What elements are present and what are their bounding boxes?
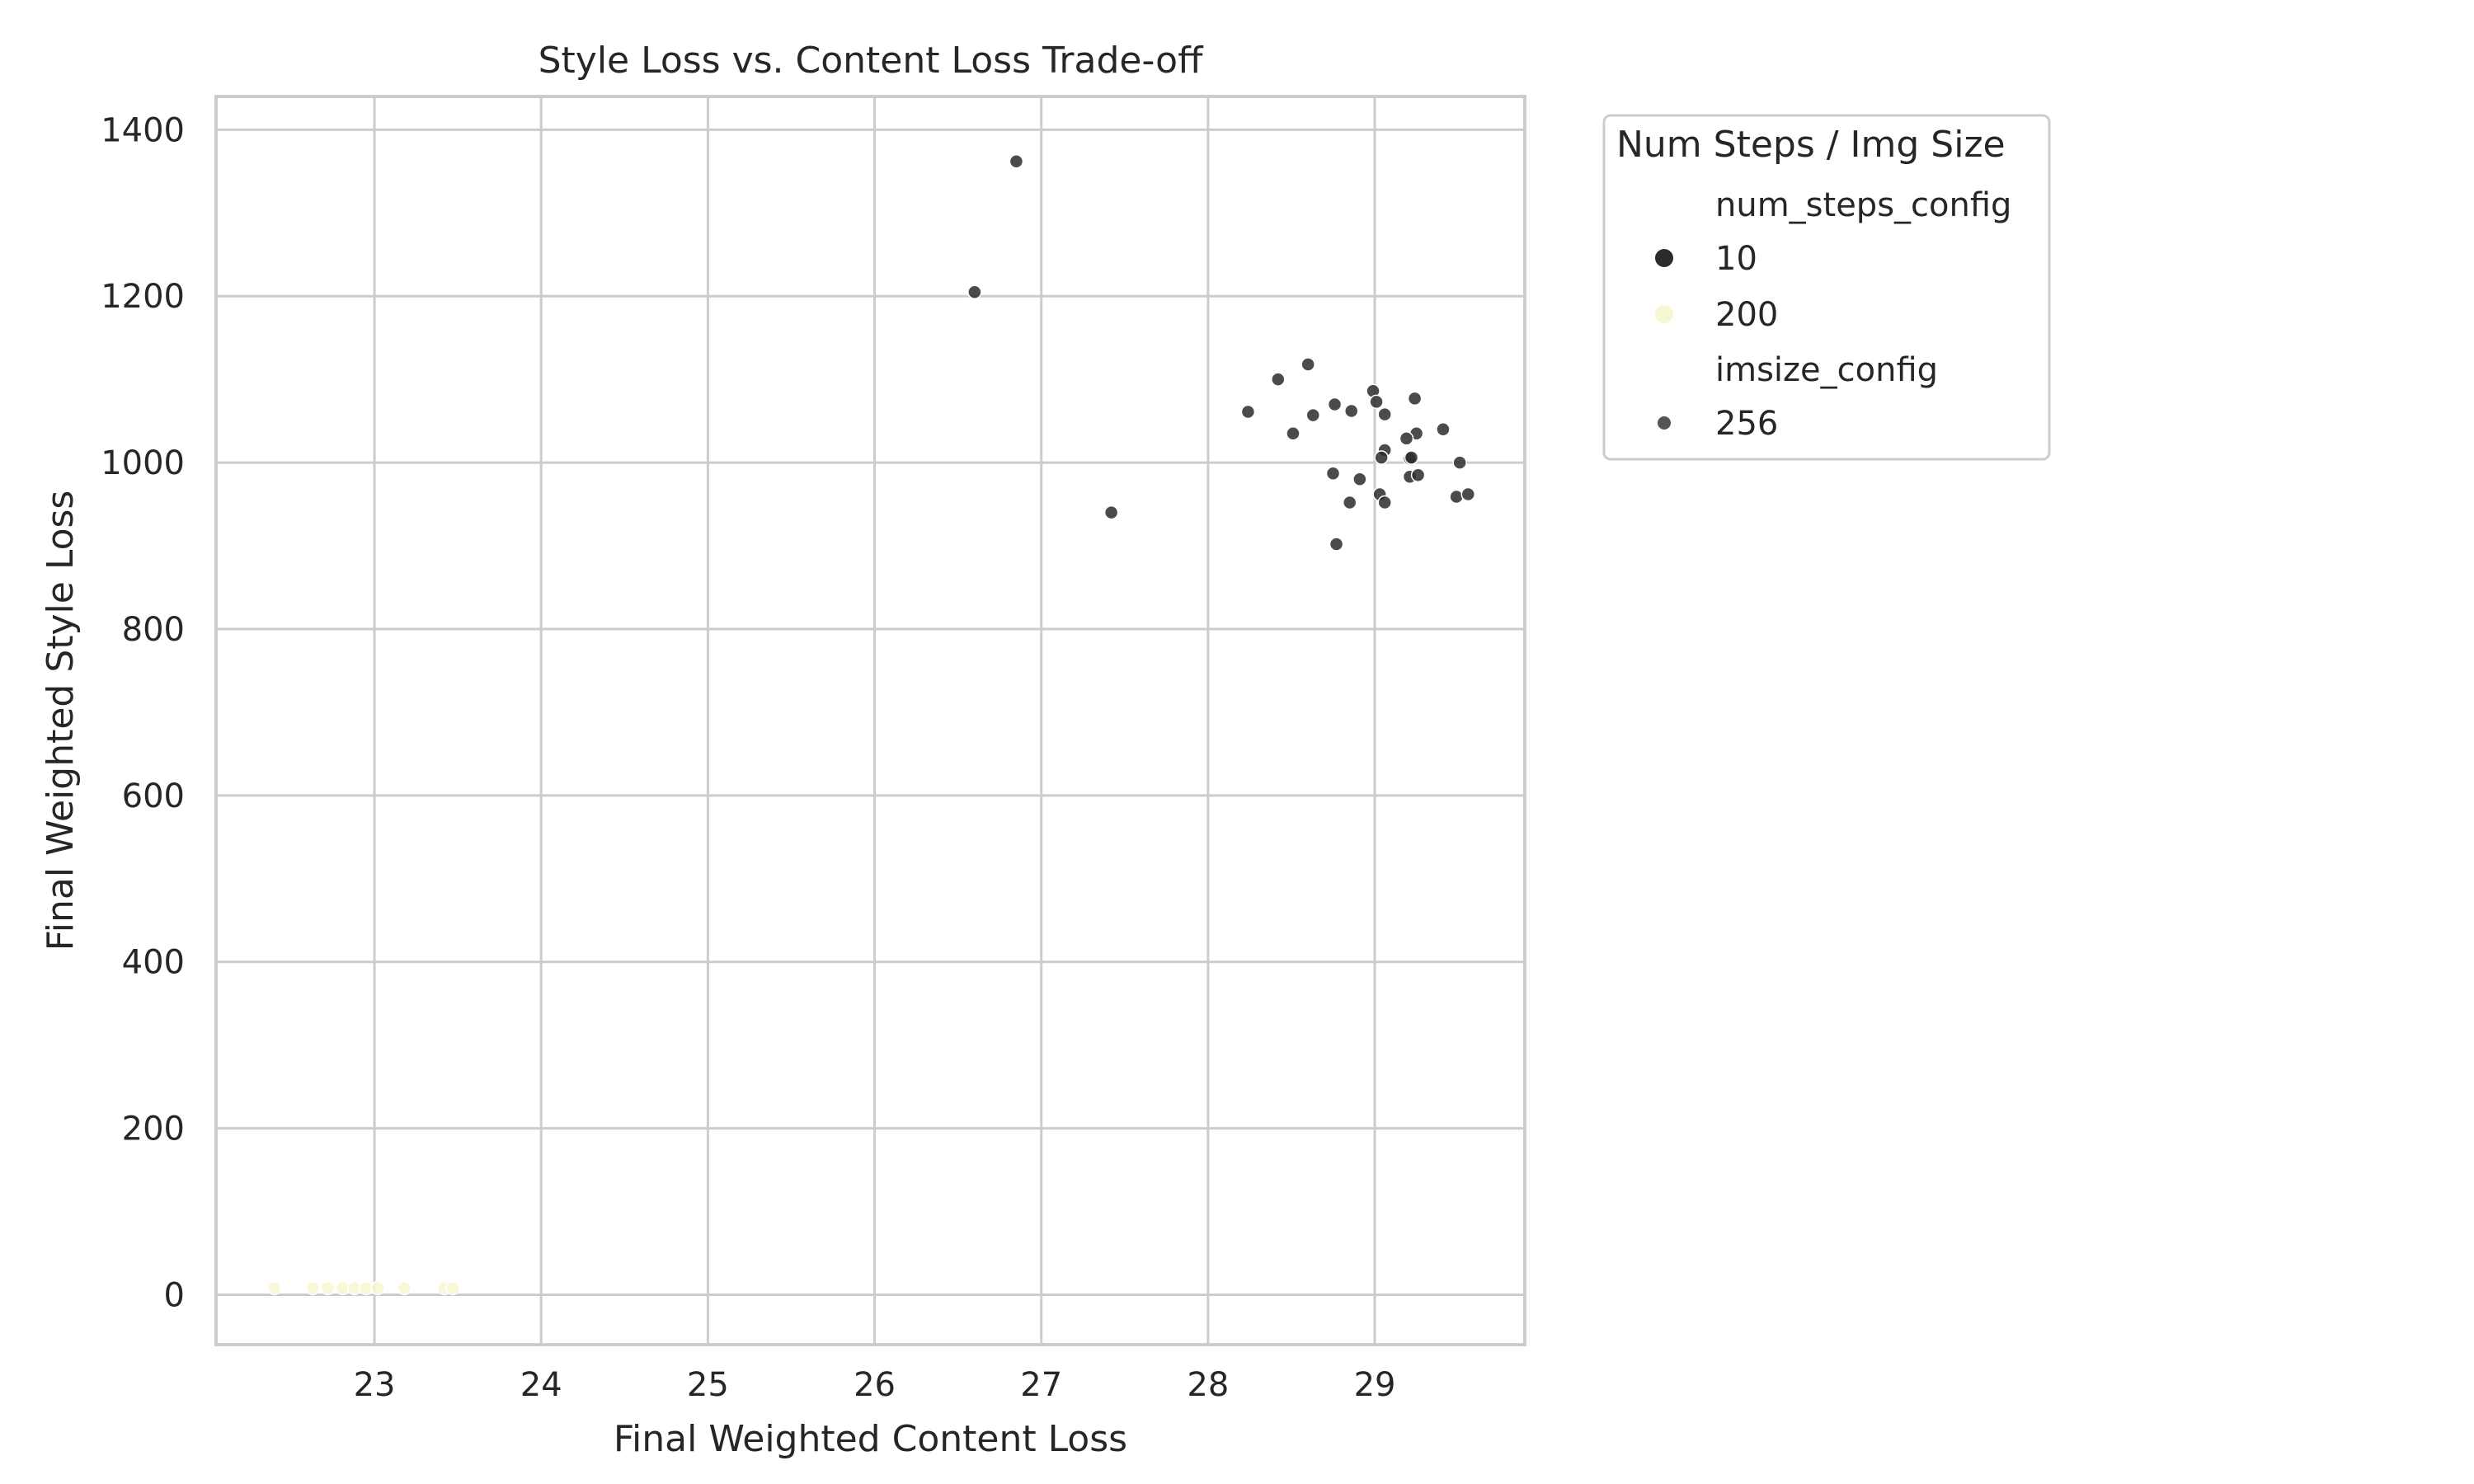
data-point-10	[1305, 407, 1320, 423]
data-point-200	[267, 1280, 282, 1296]
legend-marker-256	[1658, 416, 1671, 430]
data-point-10	[1404, 450, 1419, 465]
y-tick-label: 1200	[101, 278, 185, 316]
data-point-10	[967, 284, 982, 299]
x-tick-label: 27	[1020, 1366, 1062, 1404]
y-tick-label: 600	[122, 777, 185, 815]
data-point-200	[445, 1280, 460, 1296]
x-tick-label: 23	[354, 1366, 396, 1404]
tick-labels: 23 24 25 26 27 28 29 0 200 400 600 800 1000 1200 1400	[101, 111, 1395, 1404]
data-points	[267, 153, 1476, 1296]
data-point-10	[1410, 467, 1426, 482]
data-point-200	[320, 1280, 336, 1296]
y-tick-label: 400	[122, 944, 185, 982]
x-tick-label: 28	[1187, 1366, 1229, 1404]
legend-hue-title: num_steps_config	[1715, 186, 2011, 224]
data-point-10	[1342, 495, 1357, 510]
y-axis-label: Final Weighted Style Loss	[40, 491, 82, 951]
data-point-10	[1103, 505, 1119, 520]
y-tick-label: 1000	[101, 444, 185, 482]
data-point-10	[1436, 421, 1451, 437]
data-point-10	[1271, 372, 1286, 387]
data-point-200	[370, 1280, 385, 1296]
legend-label-256: 256	[1715, 405, 1778, 443]
data-point-10	[1377, 495, 1392, 510]
data-point-10	[1343, 403, 1359, 419]
grid	[216, 96, 1525, 1345]
x-tick-label: 24	[520, 1366, 562, 1404]
data-point-10	[1009, 153, 1024, 169]
y-tick-label: 800	[122, 611, 185, 649]
data-point-10	[1460, 486, 1476, 502]
y-tick-label: 1400	[101, 111, 185, 149]
data-point-200	[305, 1280, 321, 1296]
legend-marker-10	[1655, 249, 1673, 267]
x-axis-label: Final Weighted Content Loss	[614, 1418, 1127, 1460]
data-point-10	[1377, 406, 1392, 422]
plot-frame	[214, 95, 1526, 1346]
x-tick-label: 26	[854, 1366, 896, 1404]
data-point-10	[1452, 455, 1467, 470]
legend-box	[1602, 114, 2051, 461]
data-point-10	[1325, 466, 1341, 481]
data-point-10	[1407, 391, 1423, 406]
legend-marker-200	[1655, 305, 1673, 323]
data-point-10	[1399, 431, 1414, 446]
x-tick-label: 29	[1354, 1366, 1396, 1404]
data-point-10	[1286, 426, 1300, 441]
y-tick-label: 0	[164, 1276, 185, 1314]
legend-title: Num Steps / Img Size	[1616, 124, 2006, 166]
legend: Num Steps / Img Size num_steps_config 10…	[1602, 114, 2051, 461]
data-point-10	[1449, 489, 1464, 505]
y-tick-label: 200	[122, 1111, 185, 1148]
legend-label-10: 10	[1715, 240, 1757, 278]
chart-title: Style Loss vs. Content Loss Trade-off	[539, 40, 1204, 82]
legend-size-title: imsize_config	[1715, 351, 1938, 389]
data-point-200	[397, 1280, 412, 1296]
data-point-10	[1369, 394, 1384, 410]
data-point-10	[1300, 357, 1315, 372]
x-tick-label: 25	[687, 1366, 729, 1404]
legend-label-200: 200	[1715, 296, 1778, 334]
data-point-10	[1327, 397, 1343, 412]
data-point-10	[1329, 537, 1344, 552]
data-point-10	[1352, 472, 1367, 487]
data-point-10	[1374, 450, 1389, 465]
data-point-10	[1240, 404, 1256, 420]
